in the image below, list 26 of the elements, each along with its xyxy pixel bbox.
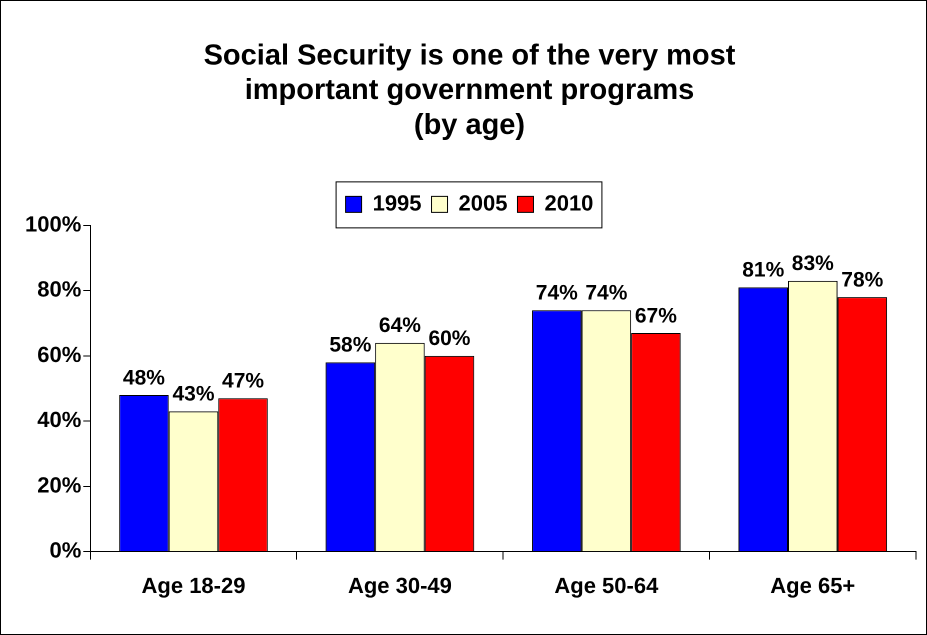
x-tick-label: Age 50-64	[554, 572, 660, 598]
chart-title: Social Security is one of the very most important government programs (by age)	[204, 39, 736, 141]
x-tick-label: Age 30-49	[348, 572, 452, 598]
data-label: 48%	[122, 366, 166, 390]
data-label: 64%	[378, 314, 422, 338]
data-label: 60%	[428, 327, 471, 350]
y-tick-label: 20%	[37, 472, 82, 498]
legend-label: 1995	[372, 190, 422, 216]
y-tick-label: 0%	[49, 538, 82, 563]
data-label: 58%	[329, 334, 372, 357]
y-tick-label: 60%	[37, 342, 82, 367]
data-label: 74%	[536, 282, 578, 305]
x-tick-label: Age 18-29	[142, 572, 246, 598]
data-label: 74%	[585, 282, 628, 305]
legend-label: 2010	[544, 190, 594, 216]
data-label: 81%	[742, 258, 785, 282]
data-label: 83%	[792, 252, 834, 276]
data-label: 43%	[172, 382, 215, 406]
data-label: 67%	[634, 304, 678, 328]
legend-label: 2005	[458, 190, 508, 216]
data-label: 78%	[841, 268, 884, 292]
y-tick-label: 80%	[37, 276, 82, 302]
y-tick-label: 40%	[37, 407, 82, 432]
data-label: 47%	[222, 370, 264, 393]
x-tick-label: Age 65+	[770, 572, 856, 598]
y-tick-label: 100%	[24, 211, 82, 236]
